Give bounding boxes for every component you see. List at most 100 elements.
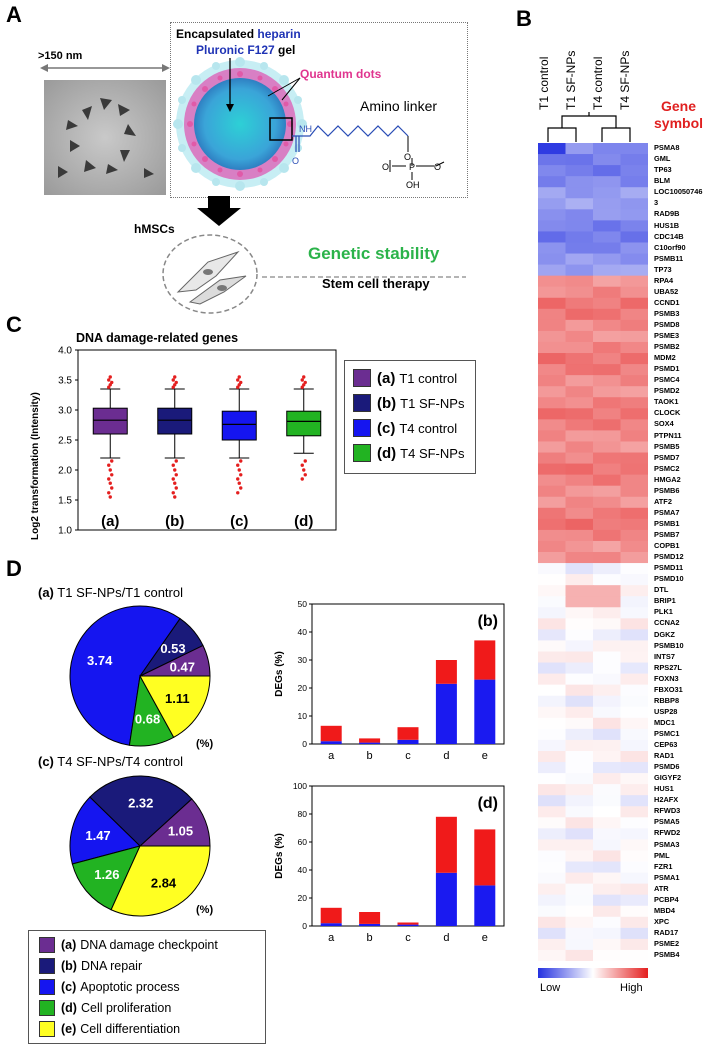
heatmap-cell <box>593 430 621 442</box>
box-outlier <box>108 481 112 485</box>
dendrogram <box>547 112 631 142</box>
gene-symbol: TP63 <box>654 165 672 175</box>
bar-segment <box>320 923 342 926</box>
heatmap-cell <box>593 286 621 299</box>
heatmap-cell <box>620 319 648 332</box>
box-outlier <box>173 375 177 379</box>
genetic-stability: Genetic stability <box>308 244 440 263</box>
gene-symbol: CCNA2 <box>654 618 680 628</box>
bar-category-label: b <box>367 750 373 762</box>
heatmap-cell <box>565 839 594 851</box>
heatmap-cell <box>620 485 648 498</box>
heatmap-cell <box>538 242 566 255</box>
heatmap-cell <box>620 828 648 840</box>
nanoparticle-diagram: NH O O P O O OH <box>173 57 445 191</box>
bar-segment <box>320 741 342 744</box>
heatmap-cell <box>620 563 648 575</box>
heatmap-cell <box>593 574 621 586</box>
gene-symbol: RAD1 <box>654 751 675 761</box>
box-outlier <box>108 495 112 499</box>
legend-key: (c) <box>377 419 396 437</box>
box-title: DNA damage-related genes <box>76 331 239 345</box>
heatmap-cell <box>538 872 566 885</box>
heatmap-cell <box>620 452 648 465</box>
gene-symbol: PSMC2 <box>654 463 680 473</box>
heatmap-cell <box>565 474 594 487</box>
box-category-label: (a) <box>101 513 119 530</box>
heatmap-cell <box>565 143 594 155</box>
heatmap-cell <box>593 330 621 343</box>
gene-symbol: 3 <box>654 198 659 208</box>
pie-slice <box>139 675 211 739</box>
heatmap-cell <box>565 574 594 586</box>
heatmap-cell <box>565 430 594 442</box>
chem-o-4: O <box>434 162 441 172</box>
gene-symbol: H2AFX <box>654 795 679 805</box>
bar-ytick-label: 40 <box>298 627 308 637</box>
heatmap-cell <box>565 496 594 509</box>
bar-ytick-label: 60 <box>298 837 308 847</box>
stem-cell-therapy: Stem cell therapy <box>322 276 430 291</box>
heatmap-cell <box>593 938 621 951</box>
heatmap-cell <box>538 839 566 851</box>
gene-symbol: USP28 <box>654 706 678 716</box>
heatmap-cell <box>593 143 621 155</box>
gene-symbol: PSMB7 <box>654 530 680 540</box>
bar-segment <box>474 885 496 926</box>
panel-c-label: C <box>6 312 22 337</box>
heatmap-cell <box>538 750 566 763</box>
gene-symbol: RPS27L <box>654 662 682 672</box>
bar-chart-2: 0 20 40 60 80 100 DEGs (%) a b c d e (d) <box>274 781 505 944</box>
heatmap-cell <box>593 662 621 675</box>
heatmap-cell <box>538 297 566 310</box>
heatmap-cell <box>593 684 621 697</box>
heatmap-cell <box>620 308 648 321</box>
bar-segment <box>359 912 381 924</box>
pie-value-label: 2.32 <box>128 796 153 811</box>
heatmap-cell <box>620 231 648 243</box>
heatmap-cell <box>620 419 648 431</box>
heatmap-cell <box>593 408 621 420</box>
gene-symbol: BRIP1 <box>654 596 676 606</box>
heatmap-cell <box>565 585 594 597</box>
heatmap-cell <box>620 341 648 354</box>
box-outlier <box>107 491 111 495</box>
heatmap-cell <box>538 496 566 509</box>
heatmap-cell <box>620 795 648 807</box>
heatmap-cell <box>538 529 566 542</box>
bar-segment <box>397 924 419 926</box>
gene-symbol: PSMA3 <box>654 839 680 849</box>
box-outlier <box>107 378 111 382</box>
heatmap-cell <box>620 330 648 343</box>
heatmap-cell <box>538 253 566 266</box>
box-outlier <box>300 463 304 467</box>
heatmap-cell <box>565 927 594 940</box>
heatmap-cell <box>620 706 648 719</box>
heatmap-cell <box>565 618 594 630</box>
heatmap-cell <box>593 795 621 807</box>
heatmap-cell <box>593 817 621 829</box>
gene-symbol: RPA4 <box>654 275 674 285</box>
down-arrow-icon <box>197 196 241 226</box>
gene-symbol: RAD17 <box>654 927 679 937</box>
box-outlier <box>303 380 307 385</box>
heatmap-cell <box>620 684 648 697</box>
gene-symbol: PML <box>654 850 670 860</box>
heatmap-cell <box>620 386 648 398</box>
bar-chart-1: 0 10 20 30 40 50 DEGs (%) a b c d e (b) <box>274 599 505 762</box>
heatmap-cell <box>593 618 621 630</box>
box-outlier <box>174 473 178 477</box>
heatmap-cell <box>620 695 648 708</box>
legend-key: (d) <box>377 444 397 462</box>
heatmap-cell <box>593 916 621 929</box>
heatmap-cell <box>565 209 594 221</box>
heatmap-cell <box>620 375 648 387</box>
heatmap-cell <box>620 507 648 520</box>
heatmap-cell <box>538 894 566 907</box>
box-plot: 1.0 1.5 2.0 2.5 3.0 3.5 4.0 (a) (b) (c) (d) <box>58 346 337 537</box>
heatmap-cell <box>565 795 594 807</box>
heatmap-cell <box>565 563 594 575</box>
heatmap-cell <box>593 563 621 575</box>
heatmap-cell <box>565 762 594 774</box>
box-outlier <box>236 491 240 495</box>
